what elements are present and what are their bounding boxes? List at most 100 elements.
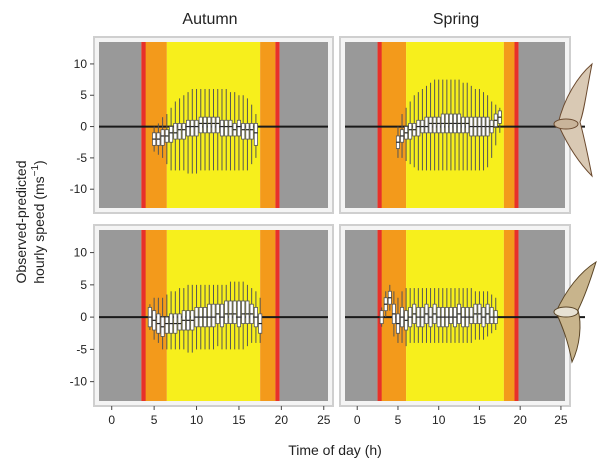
- box-6.5: [408, 101, 413, 165]
- y-tick-label: 0: [80, 310, 87, 324]
- hawk-icon: [553, 62, 593, 178]
- box-15.5: [481, 92, 486, 171]
- night-band-morning: [99, 42, 142, 208]
- box-8.5: [424, 85, 429, 171]
- box-10.5: [440, 79, 445, 171]
- box-15: [236, 281, 241, 350]
- box-10.5: [198, 284, 203, 350]
- box-iqr: [232, 300, 237, 324]
- box-8: [420, 88, 425, 171]
- box-12.5: [457, 288, 462, 343]
- box-9: [186, 284, 191, 353]
- box-5.5: [400, 291, 405, 343]
- box-10: [436, 288, 441, 343]
- hawk-wings: [557, 62, 593, 178]
- box-14: [228, 281, 233, 350]
- box-iqr: [428, 116, 433, 134]
- box-9.5: [190, 88, 195, 174]
- box-4.5: [391, 291, 396, 337]
- box-12: [211, 284, 216, 350]
- box-13.5: [224, 284, 229, 350]
- box-12.5: [457, 79, 462, 171]
- box-12: [211, 88, 216, 171]
- box-12.5: [215, 88, 220, 171]
- panel-top-left: -10 -5 0 5 10: [70, 36, 334, 214]
- box-13: [219, 88, 225, 171]
- sunrise-line: [377, 230, 382, 401]
- box-iqr: [164, 316, 169, 334]
- y-axis-label-exponent: −1: [30, 165, 41, 177]
- box-11.5: [207, 88, 212, 171]
- box-iqr: [241, 300, 246, 324]
- box-15.5: [241, 281, 246, 350]
- dusk-band: [503, 230, 515, 401]
- x-tick-label: 5: [151, 413, 158, 427]
- box-7: [412, 95, 417, 168]
- box-6.5: [164, 114, 169, 165]
- box-iqr: [194, 119, 199, 137]
- box-8: [177, 288, 182, 350]
- y-axis-label-text: hourly speed (ms: [31, 176, 47, 283]
- box-5: [395, 297, 400, 343]
- box-iqr: [228, 300, 233, 324]
- box-iqr: [253, 123, 258, 146]
- box-iqr: [489, 307, 494, 324]
- box-16.5: [249, 104, 254, 165]
- box-14: [228, 92, 233, 171]
- box-iqr: [219, 303, 225, 328]
- box-16: [485, 95, 490, 168]
- box-9.5: [190, 284, 195, 353]
- box-12: [453, 79, 457, 171]
- box-iqr: [461, 116, 466, 134]
- y-tick-label: 0: [80, 120, 87, 134]
- box-3.5: [383, 291, 388, 318]
- x-tick-label: 25: [554, 413, 568, 427]
- box-7.5: [416, 288, 421, 343]
- box-11.5: [207, 284, 212, 350]
- dawn-band: [377, 42, 407, 208]
- box-8.5: [181, 95, 186, 171]
- x-tick-label: 0: [108, 413, 115, 427]
- box-17.5: [497, 107, 502, 133]
- box-iqr: [186, 119, 191, 137]
- box-4.5: [147, 304, 152, 331]
- box-6.5: [164, 294, 169, 350]
- box-17: [253, 291, 258, 343]
- box-5: [152, 297, 157, 340]
- box-8: [177, 98, 182, 171]
- box-10: [194, 284, 199, 350]
- sunset-line: [275, 230, 280, 401]
- sunset-line: [514, 42, 519, 208]
- y-tick-label: -5: [76, 151, 87, 165]
- y-tick-label: 10: [74, 246, 88, 260]
- x-tick-label: 20: [514, 413, 528, 427]
- box-12.5: [215, 284, 220, 347]
- box-iqr: [211, 303, 216, 328]
- box-7.5: [173, 291, 178, 350]
- x-tick-label: 15: [473, 413, 487, 427]
- box-14.5: [232, 92, 237, 171]
- y-axis-label: Observed-predicted hourly speed (ms−1): [13, 160, 47, 283]
- panels-group: -10 -5 0 5 10 -10 -5 0 5 10 0 5 10 15 20 25 0 5 10 15 20 25: [70, 36, 585, 427]
- box-8.5: [424, 288, 429, 343]
- box-14.5: [473, 291, 478, 340]
- x-tick-label: 20: [275, 413, 289, 427]
- box-17: [493, 104, 498, 146]
- box-6.5: [408, 288, 413, 343]
- box-16.5: [489, 294, 494, 334]
- column-title-autumn: Autumn: [182, 11, 237, 28]
- box-iqr: [224, 300, 229, 324]
- box-7: [169, 291, 174, 350]
- box-iqr: [236, 119, 241, 137]
- box-11.5: [448, 79, 453, 171]
- box-13.5: [465, 288, 470, 343]
- box-iqr: [228, 119, 233, 137]
- bird-icons-group: [553, 62, 597, 364]
- box-iqr: [416, 119, 421, 137]
- box-10.5: [198, 88, 203, 171]
- box-iqr: [177, 313, 182, 331]
- sunset-line: [275, 42, 280, 208]
- x-tick-label: 10: [190, 413, 204, 427]
- night-band-morning: [345, 230, 378, 401]
